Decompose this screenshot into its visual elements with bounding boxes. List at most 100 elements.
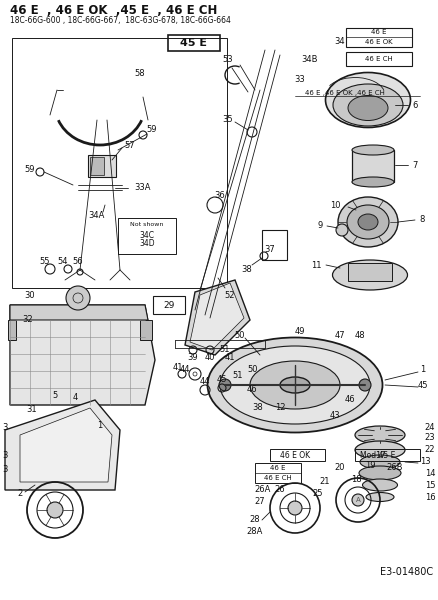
- Ellipse shape: [352, 177, 394, 187]
- Ellipse shape: [359, 466, 401, 480]
- Text: 52: 52: [225, 290, 235, 299]
- Text: 38: 38: [242, 265, 252, 275]
- Text: 54: 54: [58, 257, 68, 266]
- Text: 39: 39: [188, 353, 198, 362]
- Text: 32: 32: [23, 316, 33, 325]
- Text: 37: 37: [265, 245, 276, 254]
- Text: 33A: 33A: [135, 184, 151, 193]
- Text: 30: 30: [25, 290, 35, 299]
- Text: 45: 45: [418, 380, 428, 389]
- Text: 43: 43: [330, 410, 340, 419]
- Polygon shape: [185, 280, 250, 355]
- Text: 14: 14: [425, 469, 435, 478]
- Ellipse shape: [332, 260, 407, 290]
- Text: 20: 20: [335, 463, 345, 472]
- Bar: [88, 155, 116, 177]
- Text: 1: 1: [97, 421, 102, 430]
- Text: 46 E  , 46 E OK  ,45 E  , 46 E CH: 46 E , 46 E OK ,45 E , 46 E CH: [10, 4, 217, 17]
- Text: 46 E OK: 46 E OK: [280, 451, 310, 460]
- Text: 59: 59: [25, 166, 35, 175]
- Text: 19: 19: [365, 461, 375, 470]
- Bar: [270, 449, 325, 461]
- Text: 12: 12: [275, 403, 285, 413]
- Text: 5: 5: [53, 391, 58, 401]
- Polygon shape: [5, 400, 120, 490]
- Circle shape: [336, 224, 348, 236]
- Ellipse shape: [325, 73, 410, 127]
- Text: 3: 3: [2, 451, 8, 460]
- Text: 59: 59: [147, 125, 157, 134]
- Ellipse shape: [333, 84, 403, 126]
- Text: 2: 2: [18, 490, 23, 499]
- Text: 34: 34: [335, 37, 345, 46]
- Bar: [118, 218, 176, 254]
- Text: 46: 46: [345, 395, 355, 404]
- Text: 50: 50: [235, 331, 245, 340]
- Polygon shape: [10, 305, 155, 405]
- Ellipse shape: [363, 479, 398, 491]
- Text: 46: 46: [247, 385, 257, 395]
- Bar: [352, 150, 394, 182]
- Text: 36: 36: [215, 191, 226, 199]
- Text: 28A: 28A: [247, 527, 263, 536]
- Text: 45: 45: [217, 376, 227, 385]
- Bar: [90, 157, 104, 175]
- Text: 34D: 34D: [139, 239, 155, 248]
- Text: 41: 41: [225, 353, 235, 362]
- Circle shape: [219, 379, 231, 391]
- Circle shape: [352, 494, 364, 506]
- Bar: [348, 263, 392, 281]
- Ellipse shape: [366, 493, 394, 502]
- Text: 51: 51: [220, 346, 230, 355]
- Text: 1: 1: [420, 365, 426, 374]
- Text: 34B: 34B: [302, 55, 318, 64]
- Text: 6: 6: [412, 100, 418, 109]
- Text: 26: 26: [275, 485, 285, 494]
- Text: 46 E CH: 46 E CH: [365, 56, 393, 62]
- Text: 55: 55: [40, 257, 50, 266]
- Text: Not shown: Not shown: [131, 223, 164, 227]
- Text: 8: 8: [419, 215, 425, 224]
- Text: 56: 56: [73, 257, 83, 266]
- Text: 10: 10: [330, 200, 340, 209]
- Bar: [8, 320, 16, 340]
- Ellipse shape: [280, 377, 310, 393]
- Text: 3: 3: [2, 466, 8, 475]
- Ellipse shape: [208, 337, 382, 433]
- Text: 49: 49: [295, 328, 305, 337]
- Text: 46 E OK: 46 E OK: [365, 38, 393, 44]
- Text: 46 E CH: 46 E CH: [264, 475, 292, 481]
- Text: 7: 7: [412, 160, 418, 169]
- Text: 31: 31: [27, 406, 37, 415]
- Text: 4: 4: [72, 394, 78, 403]
- Text: 51: 51: [233, 370, 243, 379]
- Text: A: A: [356, 497, 360, 503]
- Text: 46 E ,46 E OK ,46 E CH: 46 E ,46 E OK ,46 E CH: [305, 90, 385, 96]
- Text: 34C: 34C: [139, 230, 155, 239]
- Polygon shape: [20, 408, 112, 482]
- Text: 18C-66G-600 , 18C-66G-667,  18C-63G-678, 18C-66G-664: 18C-66G-600 , 18C-66G-667, 18C-63G-678, …: [10, 16, 231, 25]
- Bar: [12, 38, 227, 288]
- Text: 11: 11: [311, 260, 321, 269]
- Text: 9: 9: [318, 220, 323, 229]
- Bar: [346, 52, 412, 66]
- Bar: [346, 28, 412, 47]
- Text: 45 E: 45 E: [180, 38, 208, 48]
- Text: 50: 50: [248, 365, 258, 374]
- Text: 16: 16: [425, 493, 435, 502]
- Text: 18: 18: [351, 475, 361, 484]
- Text: Mod.45 E: Mod.45 E: [360, 451, 396, 460]
- Ellipse shape: [358, 214, 378, 230]
- Text: 41: 41: [173, 362, 183, 371]
- Text: 38: 38: [253, 403, 263, 413]
- Text: 48: 48: [355, 331, 365, 340]
- Text: 28: 28: [250, 515, 260, 524]
- Text: 25: 25: [313, 490, 323, 499]
- Bar: [255, 463, 301, 483]
- Bar: [262, 230, 287, 260]
- Ellipse shape: [355, 441, 405, 459]
- Text: 15: 15: [425, 481, 435, 490]
- Circle shape: [47, 502, 63, 518]
- Circle shape: [66, 286, 90, 310]
- Text: 44: 44: [180, 365, 190, 374]
